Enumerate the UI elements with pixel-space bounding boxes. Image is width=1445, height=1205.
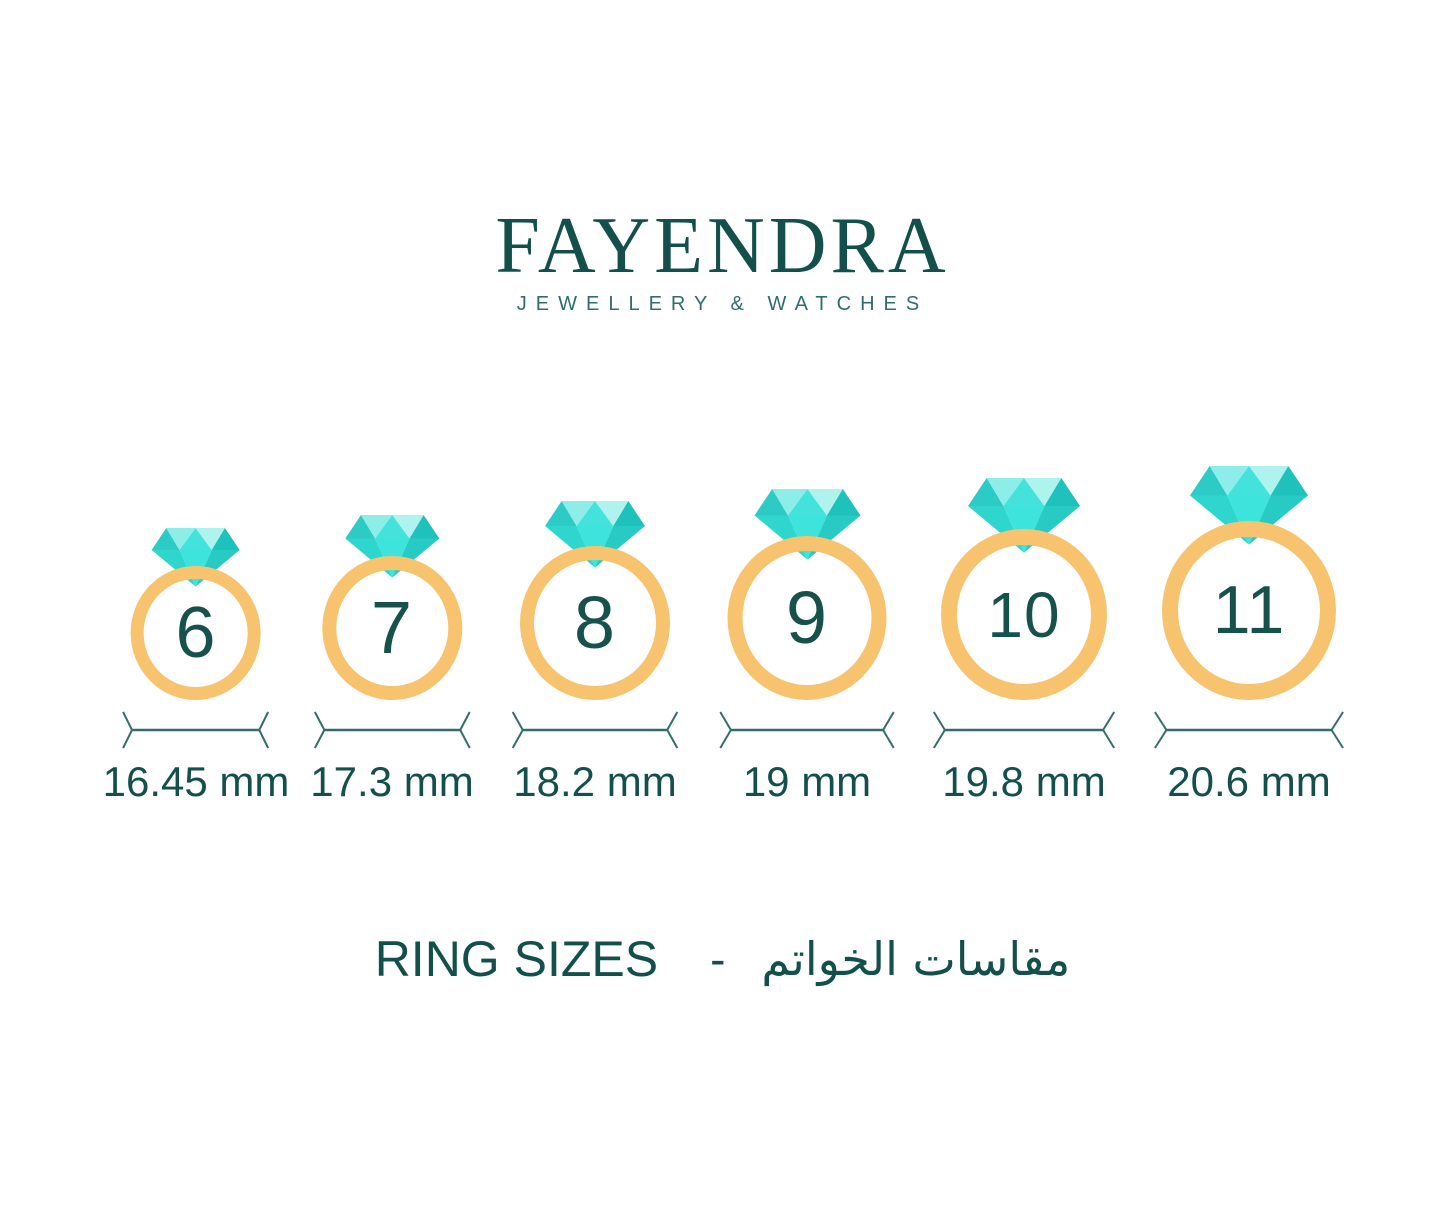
diameter-arrow-icon xyxy=(719,708,896,752)
ring-item-size-7: 7 17.3 mm xyxy=(310,515,474,806)
diameter-arrow-icon xyxy=(313,708,471,752)
brand-logo: FAYENDRA JEWELLERY & WATCHES xyxy=(0,206,1445,314)
ring-band: 10 xyxy=(941,529,1107,700)
ring-item-size-8: 8 18.2 mm xyxy=(511,500,679,806)
diameter-label: 18.2 mm xyxy=(513,758,677,805)
ring-band: 6 xyxy=(131,566,261,700)
caption-separator: - xyxy=(710,933,726,985)
diameter-label: 19 mm xyxy=(742,758,872,805)
ring-item-size-11: 11 20.6 mm xyxy=(1153,466,1345,806)
caption-english: RING SIZES xyxy=(374,931,659,987)
ring-band: 8 xyxy=(520,545,670,700)
ring-item-size-9: 9 19 mm xyxy=(719,488,896,806)
diameter-label: 16.45 mm xyxy=(102,758,290,805)
ring-size-label: 10 xyxy=(987,578,1061,651)
ring-band: 11 xyxy=(1162,520,1336,700)
diameter-label: 20.6 mm xyxy=(1167,758,1331,805)
diameter-arrow-icon xyxy=(1153,708,1345,752)
ring-size-label: 7 xyxy=(370,585,414,669)
ring-size-label: 9 xyxy=(785,576,829,660)
ring-size-label: 6 xyxy=(175,593,217,674)
diameter-arrow-icon xyxy=(122,708,270,752)
ring-band: 9 xyxy=(727,536,887,700)
caption-arabic: مقاسات الخواتم xyxy=(761,932,1071,986)
chart-caption: RING SIZES - مقاسات الخواتم xyxy=(0,930,1445,988)
ring-item-size-6: 6 16.45 mm xyxy=(102,528,290,806)
ring-band: 7 xyxy=(321,555,462,700)
ring-item-size-10: 10 19.8 mm xyxy=(932,478,1116,806)
brand-tagline: JEWELLERY & WATCHES xyxy=(516,293,929,315)
diameter-arrow-icon xyxy=(511,708,679,752)
diameter-label: 19.8 mm xyxy=(942,758,1106,805)
ring-size-label: 8 xyxy=(573,580,617,664)
ring-size-label: 11 xyxy=(1212,572,1286,649)
diameter-label: 17.3 mm xyxy=(310,758,474,805)
diameter-arrow-icon xyxy=(932,708,1116,752)
brand-name: FAYENDRA xyxy=(495,202,950,290)
